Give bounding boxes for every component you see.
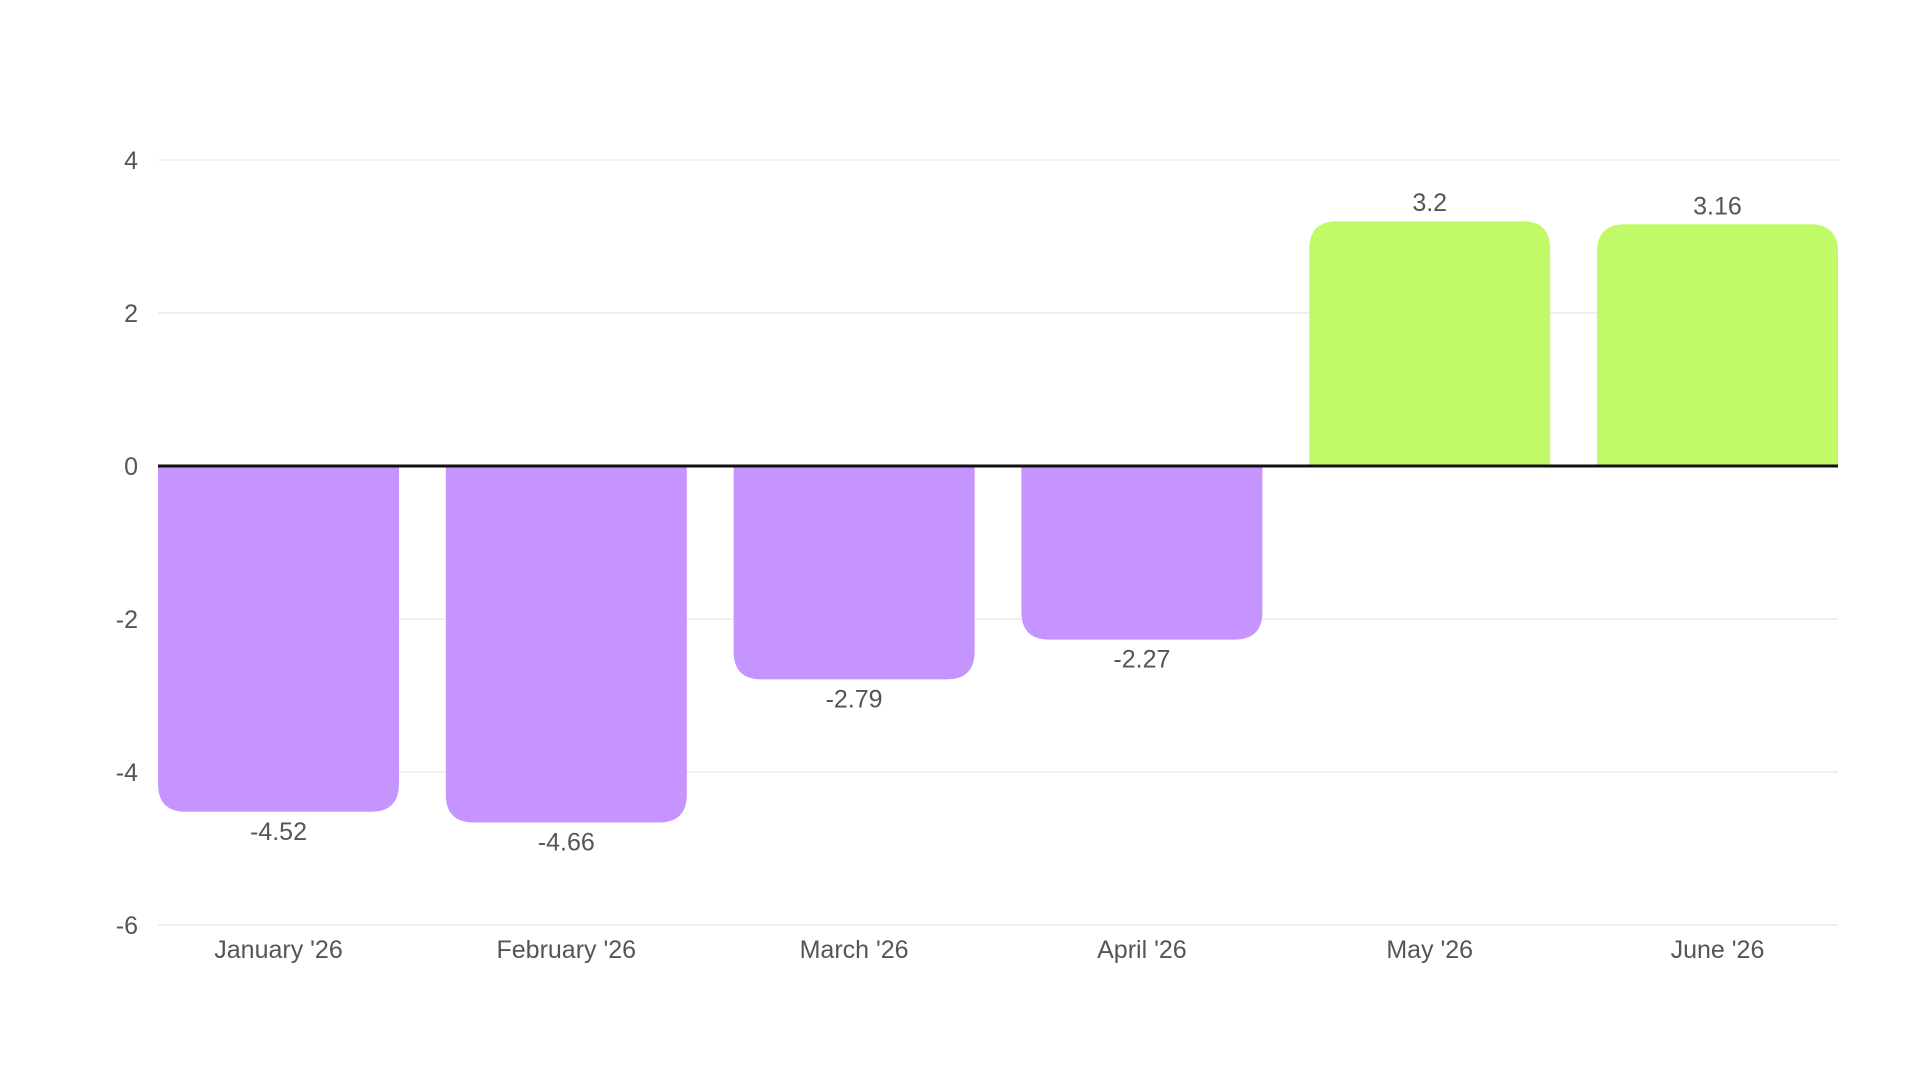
value-labels: -4.52 -4.66 -2.79 -2.27 3.2 3.16 [250, 189, 1742, 856]
bar [445, 466, 687, 823]
data-label: -4.52 [250, 818, 307, 846]
y-axis-ticks: 4 2 0 -2 -4 -6 [116, 147, 138, 940]
data-label: -2.27 [1113, 646, 1170, 674]
y-tick-label: 2 [124, 300, 138, 328]
data-label: -4.66 [538, 828, 595, 856]
x-tick-label: March '26 [800, 936, 909, 964]
bar [733, 466, 975, 680]
x-tick-label: January '26 [214, 936, 342, 964]
data-label: -2.79 [826, 685, 883, 713]
x-tick-label: May '26 [1386, 936, 1473, 964]
x-tick-label: February '26 [497, 936, 637, 964]
y-tick-label: -6 [116, 912, 138, 940]
x-tick-label: April '26 [1097, 936, 1187, 964]
data-label: 3.16 [1693, 192, 1742, 220]
bar [1597, 224, 1838, 466]
y-tick-label: 4 [124, 147, 138, 175]
x-tick-label: June '26 [1671, 936, 1765, 964]
y-tick-label: 0 [124, 453, 138, 481]
bar [1021, 466, 1263, 640]
y-tick-label: -4 [116, 759, 138, 787]
bar [1309, 221, 1551, 466]
bar [158, 466, 399, 812]
data-label: 3.2 [1412, 189, 1447, 217]
grid-layer [158, 159, 1838, 926]
bars [158, 221, 1838, 823]
y-tick-label: -2 [116, 606, 138, 634]
x-axis-ticks: January '26 February '26 March '26 April '2… [214, 936, 1764, 964]
